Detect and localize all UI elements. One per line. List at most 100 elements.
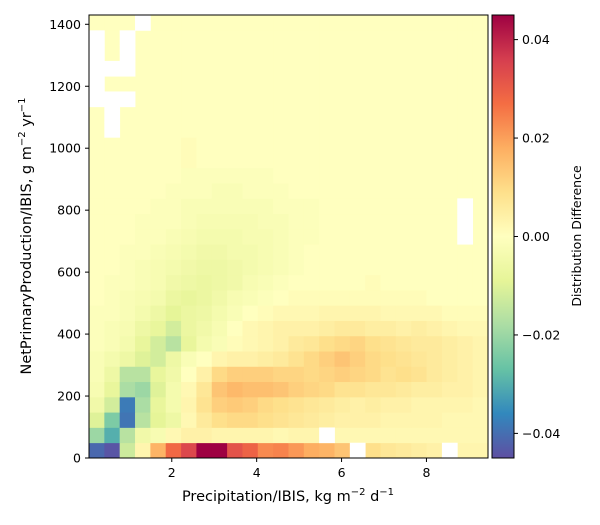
heatmap-cell [165, 106, 182, 123]
heatmap-cell [227, 335, 243, 352]
heatmap-cell [441, 366, 458, 383]
heatmap-cell [119, 290, 136, 306]
heatmap-cell [257, 305, 274, 321]
heatmap-cell [365, 228, 381, 245]
heatmap-cell [426, 198, 443, 215]
heatmap-cell [441, 320, 458, 337]
heatmap-cell [104, 412, 121, 428]
heatmap-cell [334, 45, 351, 62]
heatmap-cell [441, 76, 458, 92]
heatmap-cell [196, 259, 213, 276]
heatmap-cell [211, 427, 228, 444]
heatmap-cell [165, 259, 182, 276]
heatmap-cell [441, 335, 458, 352]
heatmap-cell [395, 198, 412, 215]
heatmap-cell [150, 213, 167, 230]
heatmap-cell [365, 335, 381, 352]
heatmap-cell [380, 290, 397, 306]
heatmap-cell [457, 335, 474, 352]
heatmap-cell [196, 366, 213, 383]
heatmap-cell [257, 137, 274, 153]
heatmap-cell [380, 228, 397, 245]
heatmap-cell [104, 366, 121, 383]
heatmap-cell [211, 137, 228, 153]
heatmap-cell [303, 198, 320, 215]
heatmap-cell [288, 198, 305, 215]
heatmap-cell [441, 228, 458, 245]
heatmap-cell [349, 91, 366, 108]
heatmap-cell [242, 305, 259, 321]
heatmap-cell [257, 213, 274, 230]
heatmap-cell [165, 381, 182, 398]
heatmap-cell [334, 91, 351, 108]
heatmap-cell [472, 396, 489, 413]
heatmap-cell [273, 198, 289, 215]
heatmap-cell [472, 412, 489, 428]
heatmap-cell [319, 167, 335, 184]
heatmap-cell [257, 198, 274, 215]
heatmap-cell [411, 45, 427, 62]
heatmap-cell [472, 122, 489, 138]
heatmap-cell [104, 45, 121, 62]
heatmap-cell [104, 274, 121, 291]
heatmap-cell [441, 15, 458, 31]
heatmap-cell [227, 76, 243, 92]
heatmap-cell [411, 351, 427, 367]
heatmap-cell [165, 366, 182, 383]
heatmap-cell [319, 198, 335, 215]
heatmap-cell [441, 91, 458, 108]
heatmap-cell [135, 228, 151, 245]
heatmap-cell [395, 60, 412, 77]
heatmap-cell [334, 213, 351, 230]
heatmap-cell [411, 137, 427, 153]
heatmap-cell [119, 137, 136, 153]
heatmap-cell [303, 213, 320, 230]
heatmap-cell [135, 167, 151, 184]
heatmap-cell [319, 76, 335, 92]
heatmap-cell [472, 60, 489, 77]
heatmap-cell [181, 412, 197, 428]
heatmap-cell [104, 152, 121, 169]
y-axis: 0 200 400 600 800 1000 1200 1400 [49, 17, 89, 466]
heatmap-cell [441, 290, 458, 306]
heatmap-cell [135, 396, 151, 413]
heatmap-cell [349, 427, 366, 444]
heatmap-cell [441, 351, 458, 367]
colorbar-tick-label: 0.00 [522, 229, 550, 244]
heatmap-cell [365, 320, 381, 337]
heatmap-cell [211, 15, 228, 31]
heatmap-cell-empty [441, 442, 458, 459]
heatmap-cell [457, 91, 474, 108]
heatmap-cell [441, 152, 458, 169]
heatmap-cell [426, 259, 443, 276]
heatmap-cell [349, 76, 366, 92]
heatmap-cell [319, 137, 335, 153]
heatmap-cell [457, 381, 474, 398]
heatmap-cell [273, 442, 289, 459]
heatmap-cell [227, 152, 243, 169]
heatmap-cell [211, 335, 228, 352]
heatmap-cell [319, 122, 335, 138]
heatmap-cell [380, 76, 397, 92]
heatmap-cell [303, 137, 320, 153]
heatmap-cell [227, 412, 243, 428]
heatmap-cell [472, 76, 489, 92]
heatmap-cell [334, 183, 351, 199]
heatmap-cell [257, 122, 274, 138]
y-tick-label: 600 [57, 265, 81, 280]
heatmap-cell [181, 60, 197, 77]
colorbar-gradient [491, 14, 515, 459]
heatmap-cell [181, 76, 197, 92]
heatmap-cell [196, 335, 213, 352]
heatmap-cell [227, 198, 243, 215]
heatmap-cell [135, 45, 151, 62]
heatmap-cell [319, 152, 335, 169]
heatmap-cell [303, 183, 320, 199]
heatmap-cell [196, 412, 213, 428]
heatmap-cell [288, 396, 305, 413]
heatmap-cell [211, 228, 228, 245]
colorbar-tick-label: 0.04 [522, 32, 550, 47]
heatmap-cell [257, 106, 274, 123]
heatmap-cell [242, 320, 259, 337]
heatmap-cell [135, 30, 151, 47]
